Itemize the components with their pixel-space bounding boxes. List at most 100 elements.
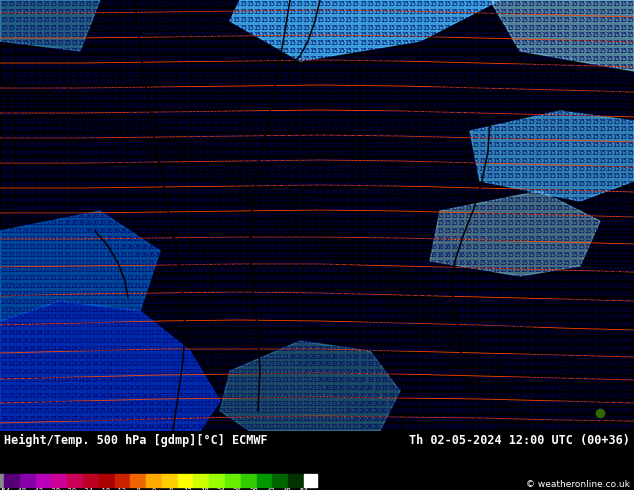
Text: 18: 18: [373, 330, 381, 336]
Text: 21: 21: [218, 338, 226, 344]
Text: 15: 15: [548, 32, 557, 38]
Text: 15: 15: [605, 150, 613, 156]
Text: 15: 15: [239, 119, 247, 124]
Text: 20: 20: [373, 392, 381, 399]
Text: 15: 15: [584, 330, 592, 336]
Text: 15: 15: [612, 244, 620, 250]
Text: 17: 17: [394, 299, 402, 305]
Text: 15: 15: [260, 32, 268, 38]
Text: 15: 15: [450, 181, 458, 187]
Text: 15: 15: [548, 56, 557, 62]
Text: 15: 15: [514, 228, 521, 234]
Text: 15: 15: [113, 48, 120, 54]
Text: 22: 22: [239, 361, 247, 368]
Text: 18: 18: [113, 158, 120, 164]
Text: 19: 19: [183, 213, 191, 219]
Text: 17: 17: [204, 150, 212, 156]
Text: 15: 15: [316, 72, 325, 77]
Text: 17: 17: [408, 299, 416, 305]
Text: 15: 15: [359, 56, 366, 62]
Text: 19: 19: [91, 181, 100, 187]
Text: 17: 17: [493, 424, 500, 430]
Text: 18: 18: [359, 322, 366, 328]
Text: 21: 21: [302, 416, 311, 422]
Text: 15: 15: [84, 32, 93, 38]
Text: 19: 19: [268, 283, 275, 289]
Text: 15: 15: [330, 48, 339, 54]
Text: 24: 24: [28, 369, 36, 375]
Text: 17: 17: [275, 197, 282, 203]
Text: 15: 15: [204, 103, 212, 109]
Text: 15: 15: [380, 95, 388, 101]
Text: 19: 19: [162, 220, 170, 226]
Text: 18: 18: [281, 228, 289, 234]
Text: 19: 19: [7, 166, 15, 171]
Text: 15: 15: [162, 72, 170, 77]
Text: 15: 15: [394, 181, 402, 187]
Text: 15: 15: [457, 134, 465, 140]
Text: 15: 15: [127, 1, 134, 7]
Text: 23: 23: [113, 338, 120, 344]
Text: 15: 15: [500, 197, 507, 203]
Text: 16: 16: [359, 220, 366, 226]
Text: 15: 15: [598, 9, 606, 15]
Text: 17: 17: [225, 189, 233, 195]
Text: 22: 22: [21, 268, 29, 273]
Text: 20: 20: [28, 189, 36, 195]
Text: 22: 22: [204, 369, 212, 375]
Text: 15: 15: [295, 48, 304, 54]
Text: 15: 15: [485, 134, 493, 140]
Text: 15: 15: [577, 181, 585, 187]
Text: 15: 15: [548, 119, 557, 124]
Text: 18: 18: [422, 392, 430, 399]
Text: 15: 15: [450, 134, 458, 140]
Text: 15: 15: [541, 95, 550, 101]
Text: 15: 15: [521, 1, 529, 7]
Text: 17: 17: [450, 330, 458, 336]
Text: 19: 19: [7, 142, 15, 148]
Text: 17: 17: [330, 252, 339, 258]
Text: 15: 15: [619, 95, 627, 101]
Text: 15: 15: [450, 166, 458, 171]
Text: 17: 17: [338, 220, 346, 226]
Text: 15: 15: [204, 56, 212, 62]
Text: 16: 16: [450, 275, 458, 281]
Text: 19: 19: [415, 392, 423, 399]
Text: 15: 15: [197, 17, 205, 23]
Text: 15: 15: [42, 24, 50, 30]
Text: 22: 22: [204, 361, 212, 368]
Text: 15: 15: [541, 40, 550, 46]
Text: 15: 15: [401, 1, 409, 7]
Text: 15: 15: [598, 87, 606, 93]
Text: 19: 19: [183, 220, 191, 226]
Text: 20: 20: [49, 205, 57, 211]
Text: 23: 23: [176, 385, 184, 391]
Text: 15: 15: [584, 181, 592, 187]
Text: 15: 15: [471, 126, 479, 132]
Text: 17: 17: [485, 408, 493, 415]
Text: 17: 17: [394, 307, 402, 313]
Text: 17: 17: [408, 314, 416, 320]
Text: 15: 15: [295, 24, 304, 30]
Text: 20: 20: [35, 181, 43, 187]
Text: 15: 15: [260, 79, 268, 85]
Text: 19: 19: [155, 220, 163, 226]
Text: 16: 16: [218, 119, 226, 124]
Text: 18: 18: [162, 166, 170, 171]
Text: 16: 16: [541, 400, 550, 407]
Text: 15: 15: [485, 103, 493, 109]
Text: 15: 15: [478, 236, 486, 242]
Text: 15: 15: [626, 408, 634, 415]
Text: 17: 17: [471, 377, 479, 383]
Text: 15: 15: [35, 9, 43, 15]
Text: 18: 18: [330, 268, 339, 273]
Text: 15: 15: [415, 119, 423, 124]
Text: 15: 15: [521, 40, 529, 46]
Text: 20: 20: [14, 181, 22, 187]
Bar: [193, 474, 209, 487]
Text: 20: 20: [246, 299, 254, 305]
Text: 17: 17: [387, 283, 395, 289]
Text: 18: 18: [232, 220, 240, 226]
Text: 15: 15: [514, 283, 521, 289]
Text: 15: 15: [626, 9, 634, 15]
